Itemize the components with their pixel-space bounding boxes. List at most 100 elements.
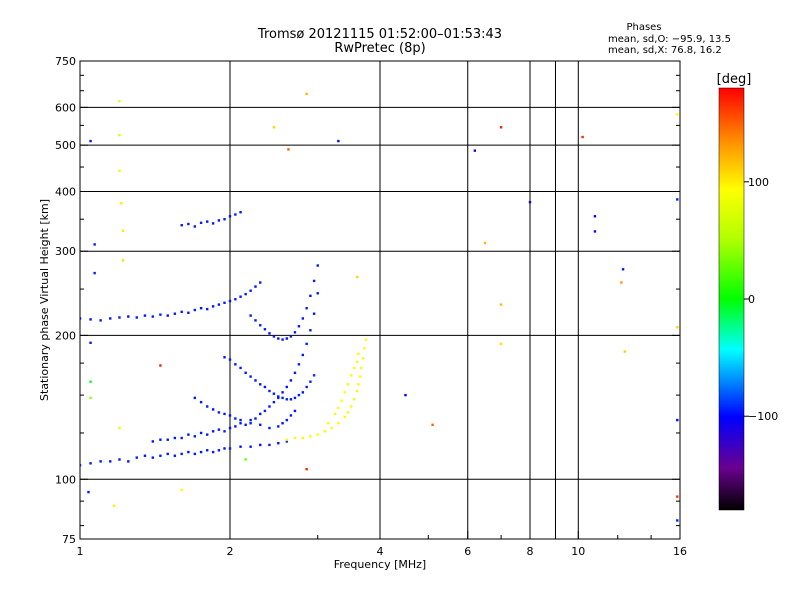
data-point: [143, 454, 147, 457]
data-point: [89, 396, 92, 400]
data-point: [87, 490, 90, 494]
data-point: [180, 310, 183, 314]
data-point: [205, 405, 209, 408]
y-tick-label: 200: [55, 329, 76, 342]
data-point: [355, 389, 359, 393]
data-point: [316, 264, 319, 267]
data-point: [343, 391, 347, 394]
data-point: [301, 436, 305, 440]
data-point: [234, 363, 237, 366]
data-point: [301, 353, 305, 357]
data-point: [254, 285, 257, 288]
data-point: [127, 315, 130, 318]
data-point: [621, 268, 625, 271]
phase-colorbar: [deg] 100 0 −100: [717, 72, 778, 511]
data-point: [259, 443, 262, 447]
y-tick-label: 100: [55, 473, 76, 486]
data-point: [272, 126, 276, 129]
y-tick-label: 400: [55, 185, 76, 198]
data-point: [346, 411, 350, 414]
data-point: [217, 411, 221, 414]
data-point: [249, 375, 252, 378]
data-point: [268, 426, 271, 430]
data-point: [337, 139, 340, 143]
data-point: [244, 458, 247, 461]
y-tick-label: 75: [62, 533, 76, 546]
stats-line-o: mean, sd,O: −95.9, 13.5: [608, 34, 731, 45]
data-point: [187, 311, 190, 314]
data-point: [263, 385, 267, 389]
data-point: [239, 445, 242, 448]
data-point: [352, 366, 356, 370]
data-point: [199, 431, 203, 435]
colorbar-tick-label: 0: [748, 293, 755, 306]
data-point: [228, 215, 232, 218]
data-point: [277, 441, 280, 445]
data-point: [239, 418, 242, 422]
data-point: [89, 139, 92, 143]
data-point: [281, 391, 284, 394]
data-point: [151, 440, 155, 443]
data-point: [223, 356, 226, 359]
data-point: [349, 374, 353, 377]
data-point: [289, 335, 293, 338]
data-point: [228, 299, 232, 303]
data-point: [249, 422, 252, 425]
data-point: [187, 450, 190, 454]
data-point: [297, 363, 301, 366]
data-point: [199, 221, 203, 225]
data-point: [499, 126, 503, 129]
x-tick-label: 10: [571, 545, 585, 558]
data-point: [620, 281, 623, 284]
data-point: [297, 393, 301, 397]
data-point: [364, 338, 368, 341]
data-point: [431, 423, 434, 427]
data-point: [340, 399, 343, 402]
data-point: [297, 325, 301, 328]
data-point: [120, 202, 123, 205]
data-point: [223, 447, 226, 450]
data-point: [346, 383, 350, 386]
data-point: [623, 350, 627, 353]
data-point: [118, 133, 121, 137]
data-point: [676, 495, 679, 498]
data-point: [277, 396, 280, 400]
data-point: [309, 329, 312, 332]
colorbar-gradient: [718, 87, 745, 511]
x-tick-label: 4: [377, 545, 384, 558]
data-point: [287, 148, 290, 151]
data-point: [193, 435, 197, 438]
data-point: [263, 328, 267, 331]
data-point: [499, 342, 503, 346]
x-axis-label: Frequency [MHz]: [334, 558, 426, 571]
data-point: [228, 426, 232, 430]
chart-title: Tromsø 20121115 01:52:00–01:53:43: [257, 27, 502, 42]
data-point: [357, 352, 360, 356]
data-point: [676, 418, 679, 422]
data-point: [89, 462, 92, 465]
data-point: [277, 425, 280, 428]
data-point: [193, 308, 197, 312]
data-point: [135, 456, 138, 459]
data-point: [211, 222, 215, 225]
data-point: [285, 385, 288, 389]
data-point: [337, 406, 340, 410]
data-point: [263, 409, 267, 413]
y-axis-label: Stationary phase Virtual Height [km]: [38, 199, 51, 401]
data-point: [259, 383, 262, 386]
data-point: [159, 364, 162, 367]
data-point: [127, 460, 130, 463]
data-point: [239, 366, 242, 370]
colorbar-tick-label: 100: [748, 176, 769, 189]
data-point: [676, 198, 679, 201]
grid-lines: [80, 61, 680, 539]
stats-heading: Phases: [626, 22, 661, 33]
data-point: [135, 316, 138, 319]
data-point: [159, 438, 162, 441]
data-point: [118, 169, 121, 172]
x-tick-label: 2: [227, 545, 234, 558]
data-point: [293, 396, 297, 400]
data-point: [305, 467, 308, 471]
data-point: [199, 306, 203, 310]
data-point: [239, 422, 242, 425]
